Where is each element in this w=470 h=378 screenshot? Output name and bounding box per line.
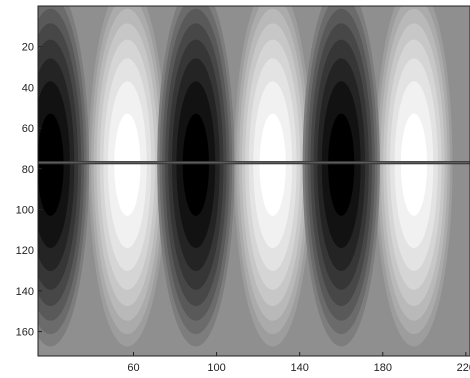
y-tick-label: 40 [22,82,34,94]
y-tick-label: 100 [16,204,34,216]
y-axis: 20 40 60 80 100 120 140 160 [16,42,42,339]
contour-peak-light [88,6,166,347]
contour-band [400,113,428,216]
contour-band [328,113,355,216]
contour-peak-light [234,6,312,347]
x-tick-label: 100 [207,362,225,374]
x-axis: 60 100 140 180 220 [127,352,470,374]
y-tick-label: 80 [22,164,34,176]
horizontal-line-highlight [38,162,470,164]
x-tick-label: 60 [127,362,139,374]
plot-frame [37,5,470,357]
contour-band [114,113,141,216]
contour-band [182,113,209,216]
y-tick-label: 20 [22,42,34,54]
plot-area [38,6,470,356]
contour-peak-dark [157,6,235,347]
y-tick-label: 140 [16,286,34,298]
y-tick-label: 160 [16,327,34,339]
contour-peak-light [375,6,453,347]
x-tick-label: 180 [374,362,392,374]
y-tick-label: 120 [16,245,34,257]
contour-peak-dark [302,6,380,347]
contour-band [38,113,64,216]
contour-peak-dark [38,6,90,347]
contour-band [259,113,286,216]
y-tick-label: 60 [22,123,34,135]
x-tick-label: 140 [291,362,309,374]
x-tick-label: 220 [457,362,470,374]
